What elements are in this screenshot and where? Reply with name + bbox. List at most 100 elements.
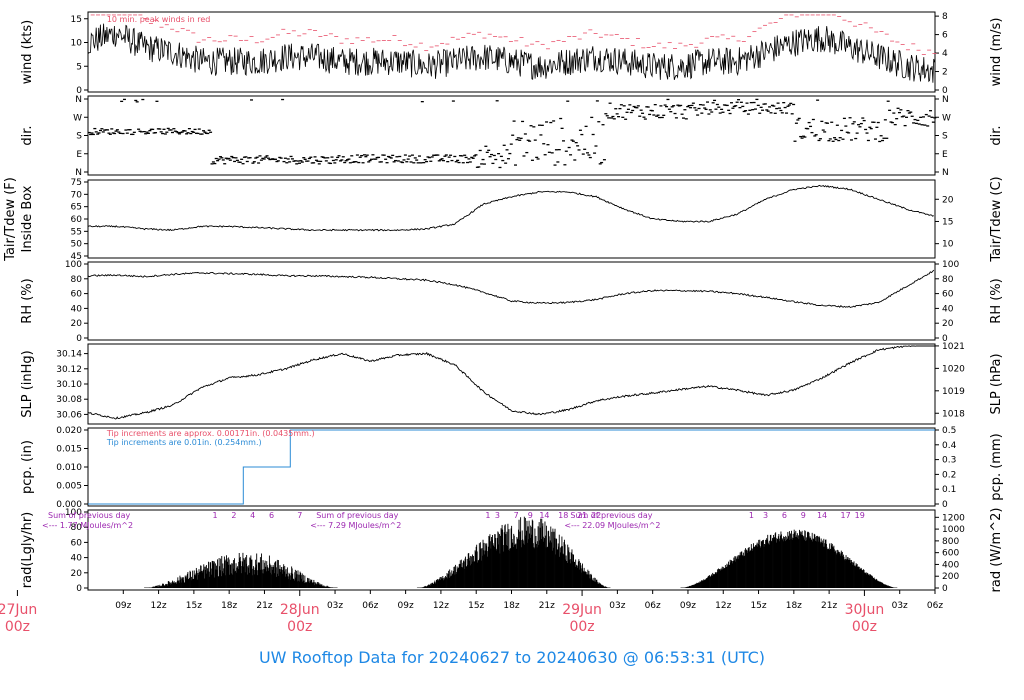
panel-frame-3 xyxy=(87,261,936,341)
rad-hour-label: 17 xyxy=(841,511,851,520)
rh-right-tick-label: 0 xyxy=(942,334,948,344)
slp-left-tick-label: 30.14 xyxy=(56,350,82,360)
wind-left-tick-label: 5 xyxy=(76,62,82,72)
rad-hour-label: 1 xyxy=(213,511,218,520)
dir-right-tick-label: S xyxy=(942,132,948,142)
rad-day-note: Sum of previous day xyxy=(570,511,652,520)
rad-right-tick-label: 800 xyxy=(942,537,959,547)
pcp-right-tick-label: 0.2 xyxy=(942,470,956,480)
rad-hour-label: 1 xyxy=(749,511,754,520)
pcp-right-tick-label: 0.4 xyxy=(942,441,957,451)
temp-ylabel-left: Tair/Tdew (F) xyxy=(3,177,18,262)
dir-ylabel-right: dir. xyxy=(989,125,1004,145)
rad-right-tick-label: 600 xyxy=(942,549,959,559)
wind-right-tick-label: 8 xyxy=(942,12,948,22)
x-axis-date-label: 30Jun xyxy=(845,602,885,618)
rh-ylabel-left: RH (%) xyxy=(20,278,35,323)
x-axis-tick-label: 06z xyxy=(362,601,378,611)
x-axis-tick-label: 06z xyxy=(927,601,943,611)
x-axis-tick-label: 03z xyxy=(892,601,908,611)
precip-line xyxy=(88,429,935,505)
pcp-left-tick-label: 0.020 xyxy=(56,426,82,436)
pcp-right-tick-label: 0.1 xyxy=(942,485,956,495)
dir-right-tick-label: N xyxy=(942,168,949,178)
wind-ylabel-left: wind (kts) xyxy=(20,20,35,84)
rh-left-tick-label: 80 xyxy=(71,275,83,285)
rh-line xyxy=(87,269,935,309)
figure-footer-title: UW Rooftop Data for 20240627 to 20240630… xyxy=(258,648,766,667)
wind-right-tick-label: 4 xyxy=(942,49,948,59)
dir-right-tick-label: E xyxy=(942,150,948,160)
rad-hour-label: 9 xyxy=(528,511,533,520)
slp-right-tick-label: 1018 xyxy=(942,409,965,419)
rh-left-tick-label: 100 xyxy=(65,260,82,270)
x-axis-date-hour: 00z xyxy=(852,619,877,635)
pcp-annotation-red: Tip increments are approx. 0.00171in. (0… xyxy=(106,429,315,438)
temp-left-tick-label: 45 xyxy=(71,252,82,262)
dir-left-tick-label: S xyxy=(76,132,82,142)
wind-left-tick-label: 15 xyxy=(71,15,82,25)
temp-ylabel-right: Tair/Tdew (C) xyxy=(989,176,1004,262)
rad-hour-label: 14 xyxy=(539,511,549,520)
rad-hour-label: 18 xyxy=(558,511,568,520)
rad-hour-label: 3 xyxy=(763,511,768,520)
slp-right-tick-label: 1021 xyxy=(942,342,965,352)
temp-right-tick-label: 10 xyxy=(942,240,954,250)
wind-annotation: 10 min. peak winds in red xyxy=(107,15,211,24)
rad-right-tick-label: 1000 xyxy=(942,525,965,535)
x-axis-tick-label: 21z xyxy=(539,601,555,611)
temp-left-tick-label: 55 xyxy=(71,227,82,237)
slp-left-tick-label: 30.06 xyxy=(56,410,82,420)
rh-right-tick-label: 80 xyxy=(942,275,954,285)
x-axis-date-hour: 00z xyxy=(569,619,594,635)
dir-left-tick-label: N xyxy=(75,95,82,105)
slp-right-tick-label: 1019 xyxy=(942,387,965,397)
temp-left-tick-label: 75 xyxy=(71,178,82,188)
rad-day-note-value: <--- 22.09 MJoules/m^2 xyxy=(564,521,660,530)
temp-right-tick-label: 20 xyxy=(942,195,954,205)
x-axis-tick-label: 15z xyxy=(750,601,766,611)
pcp-annotation-blue: Tip increments are 0.01in. (0.254mm.) xyxy=(106,438,262,447)
dir-right-tick-label: N xyxy=(942,95,949,105)
wind-right-tick-label: 6 xyxy=(942,31,948,41)
pcp-ylabel-right: pcp. (mm) xyxy=(989,433,1004,500)
x-axis-tick-label: 18z xyxy=(503,601,519,611)
slp-line xyxy=(87,345,935,420)
rad-day-note: Sum of previous day xyxy=(316,511,398,520)
rh-left-tick-label: 60 xyxy=(71,290,83,300)
x-axis-tick-label: 09z xyxy=(115,601,131,611)
x-axis-tick-label: 18z xyxy=(221,601,237,611)
wind-speed-line xyxy=(87,23,935,83)
pcp-left-tick-label: 0.005 xyxy=(56,482,82,492)
x-axis-tick-label: 15z xyxy=(468,601,484,611)
rad-left-tick-label: 40 xyxy=(71,554,83,564)
x-axis-tick-label: 18z xyxy=(786,601,802,611)
x-axis-date-label: 28Jun xyxy=(280,602,320,618)
rad-right-tick-label: 400 xyxy=(942,560,959,570)
x-axis-date-hour: 00z xyxy=(287,619,312,635)
pcp-left-tick-label: 0.015 xyxy=(56,445,82,455)
wind-right-tick-label: 2 xyxy=(942,68,948,78)
rh-left-tick-label: 40 xyxy=(71,304,83,314)
x-axis-tick-label: 12z xyxy=(715,601,731,611)
temp-right-tick-label: 15 xyxy=(942,217,953,227)
rad-hour-label: 6 xyxy=(269,511,274,520)
rad-ylabel-right: rad (W/m^2) xyxy=(989,508,1004,593)
rad-left-tick-label: 20 xyxy=(71,569,83,579)
slp-ylabel-right: SLP (hPa) xyxy=(989,353,1004,414)
dir-left-tick-label: N xyxy=(75,168,82,178)
rad-right-tick-label: 1200 xyxy=(942,513,965,523)
rh-right-tick-label: 20 xyxy=(942,319,954,329)
slp-right-tick-label: 1020 xyxy=(942,364,965,374)
rad-hour-label: 3 xyxy=(495,511,500,520)
wind-right-tick-label: 0 xyxy=(942,86,948,96)
rad-day-note-value: <--- 1.77 MJoules/m^2 xyxy=(42,521,133,530)
dir-ylabel-left: dir. xyxy=(20,125,35,145)
x-axis-date-label: 29Jun xyxy=(562,602,602,618)
rad-hour-label: 7 xyxy=(514,511,519,520)
rad-hour-label: 2 xyxy=(231,511,236,520)
x-axis-tick-label: 12z xyxy=(150,601,166,611)
rh-ylabel-right: RH (%) xyxy=(989,278,1004,323)
x-axis-tick-label: 15z xyxy=(186,601,202,611)
rad-hour-label: 7 xyxy=(297,511,302,520)
